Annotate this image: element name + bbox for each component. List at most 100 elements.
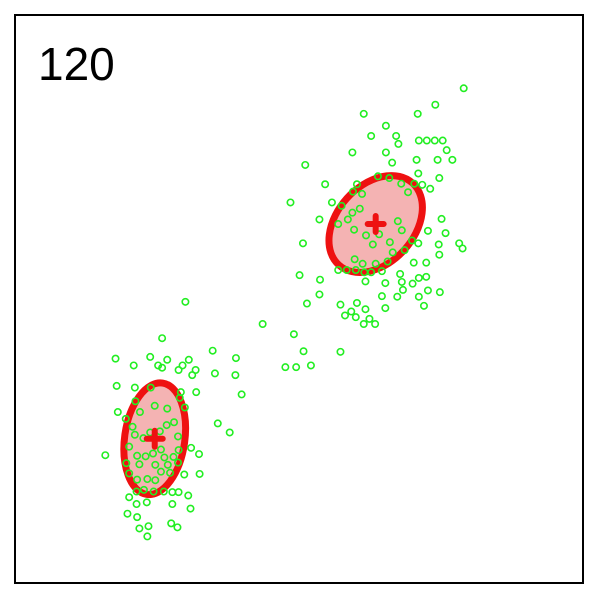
data-point (306, 361, 315, 370)
data-point (371, 259, 380, 268)
data-point (393, 292, 402, 301)
data-point (348, 148, 357, 157)
data-point (130, 430, 139, 439)
data-point (359, 109, 368, 118)
data-point (442, 146, 451, 155)
data-point (381, 304, 390, 313)
data-point (350, 255, 359, 264)
data-point (336, 300, 345, 309)
data-point (125, 442, 134, 451)
panel-label: 120 (38, 38, 115, 90)
data-point (435, 250, 444, 259)
data-point (368, 240, 377, 249)
data-point (231, 354, 240, 363)
data-point (159, 487, 168, 496)
data-point (448, 155, 457, 164)
data-point (348, 208, 357, 217)
data-point (397, 277, 406, 286)
data-point (174, 446, 183, 455)
data-point (315, 215, 324, 224)
data-point (184, 355, 193, 364)
data-point (187, 443, 196, 452)
data-point (373, 172, 382, 181)
data-point (213, 419, 222, 428)
data-point (133, 451, 142, 460)
data-point (377, 267, 386, 276)
data-point (132, 487, 141, 496)
data-point (169, 452, 178, 461)
data-point (178, 361, 187, 370)
data-point (327, 198, 336, 207)
data-point (143, 532, 152, 541)
data-point (316, 275, 325, 284)
data-point (358, 189, 367, 198)
data-point (156, 467, 165, 476)
data-point (186, 504, 195, 513)
data-point (392, 131, 401, 140)
data-point (113, 408, 122, 417)
data-point (132, 500, 141, 509)
data-point (362, 231, 371, 240)
data-point (135, 524, 144, 533)
data-point (414, 292, 423, 301)
data-point (195, 469, 204, 478)
data-point (111, 354, 120, 363)
data-point (426, 184, 435, 193)
data-point (128, 422, 137, 431)
data-point (441, 229, 450, 238)
cluster-center-marker (143, 427, 166, 450)
data-point (459, 84, 468, 93)
data-point (358, 259, 367, 268)
data-point (286, 198, 295, 207)
data-point (151, 460, 160, 469)
data-point (188, 371, 197, 380)
data-point (397, 226, 406, 235)
data-point (458, 244, 467, 253)
data-point (301, 160, 310, 169)
data-point (180, 403, 189, 412)
data-point (351, 313, 360, 322)
data-point (225, 428, 234, 437)
data-point (348, 187, 357, 196)
data-point (393, 217, 402, 226)
data-point (394, 139, 403, 148)
data-point (142, 498, 151, 507)
data-point (414, 136, 423, 145)
data-point (281, 363, 290, 372)
data-point (413, 109, 422, 118)
data-point (112, 381, 121, 390)
data-point (361, 305, 370, 314)
data-point (170, 418, 179, 427)
data-point (160, 453, 169, 462)
data-point (123, 509, 132, 518)
data-point (133, 475, 142, 484)
data-point (438, 136, 447, 145)
data-point (231, 371, 240, 380)
data-point (174, 488, 183, 497)
data-point (422, 272, 431, 281)
data-point (418, 180, 427, 189)
data-point (174, 432, 183, 441)
data-point (156, 445, 165, 454)
data-point (122, 459, 131, 468)
data-point (435, 174, 444, 183)
data-point (337, 201, 346, 210)
data-point (149, 449, 158, 458)
data-point (180, 470, 189, 479)
data-point (101, 451, 110, 460)
point-layer (101, 84, 468, 541)
data-point (130, 383, 139, 392)
data-point (334, 220, 343, 229)
data-point (371, 319, 380, 328)
data-point (125, 469, 134, 478)
data-point (388, 248, 397, 257)
data-point (143, 475, 152, 484)
data-point (173, 523, 182, 532)
data-point (434, 240, 443, 249)
data-point (174, 365, 183, 374)
data-point (129, 361, 138, 370)
data-point (154, 361, 163, 370)
data-point (437, 214, 446, 223)
data-point (352, 298, 361, 307)
